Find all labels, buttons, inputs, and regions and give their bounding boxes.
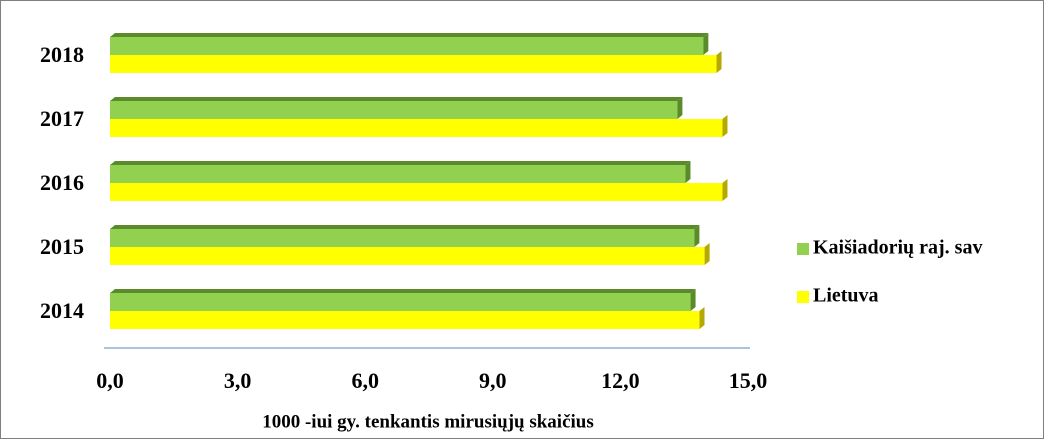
bar-side — [690, 289, 696, 311]
bar-top — [110, 225, 700, 229]
bar — [110, 229, 695, 247]
x-tick-label: 15,0 — [729, 368, 768, 393]
bar-top — [110, 161, 691, 165]
legend-label: Kaišiadorių raj. sav — [813, 237, 982, 259]
y-tick-label: 2016 — [40, 170, 84, 195]
legend-swatch — [797, 291, 809, 303]
x-axis-label: 1000 -iui gy. tenkantis mirusiųjų skaiči… — [262, 411, 594, 432]
bar — [110, 101, 678, 119]
bar — [110, 183, 723, 201]
bar — [110, 119, 723, 137]
bar-side — [716, 51, 722, 73]
legend-label: Lietuva — [813, 285, 879, 307]
bar — [110, 165, 686, 183]
bar — [110, 37, 704, 55]
bar-top — [110, 289, 696, 293]
x-tick-label: 3,0 — [224, 368, 252, 393]
y-tick-label: 2018 — [40, 42, 84, 67]
bar-side — [704, 243, 710, 265]
x-tick-label: 6,0 — [351, 368, 379, 393]
x-tick-label: 12,0 — [601, 368, 640, 393]
bar-side — [722, 179, 728, 201]
y-tick-label: 2014 — [40, 298, 84, 323]
legend-swatch — [797, 243, 809, 255]
bar-top — [110, 33, 709, 37]
bar — [110, 293, 691, 311]
bar-side — [703, 33, 709, 55]
bar — [110, 55, 717, 73]
bar-top — [110, 97, 683, 101]
bar-side — [685, 161, 691, 183]
bar — [110, 311, 700, 329]
y-tick-label: 2017 — [40, 106, 84, 131]
bar-side — [677, 97, 683, 119]
bar-side — [694, 225, 700, 247]
x-tick-label: 9,0 — [479, 368, 507, 393]
bar-side — [722, 115, 728, 137]
y-tick-label: 2015 — [40, 234, 84, 259]
x-tick-label: 0,0 — [96, 368, 124, 393]
bar-side — [699, 307, 705, 329]
bar — [110, 247, 705, 265]
